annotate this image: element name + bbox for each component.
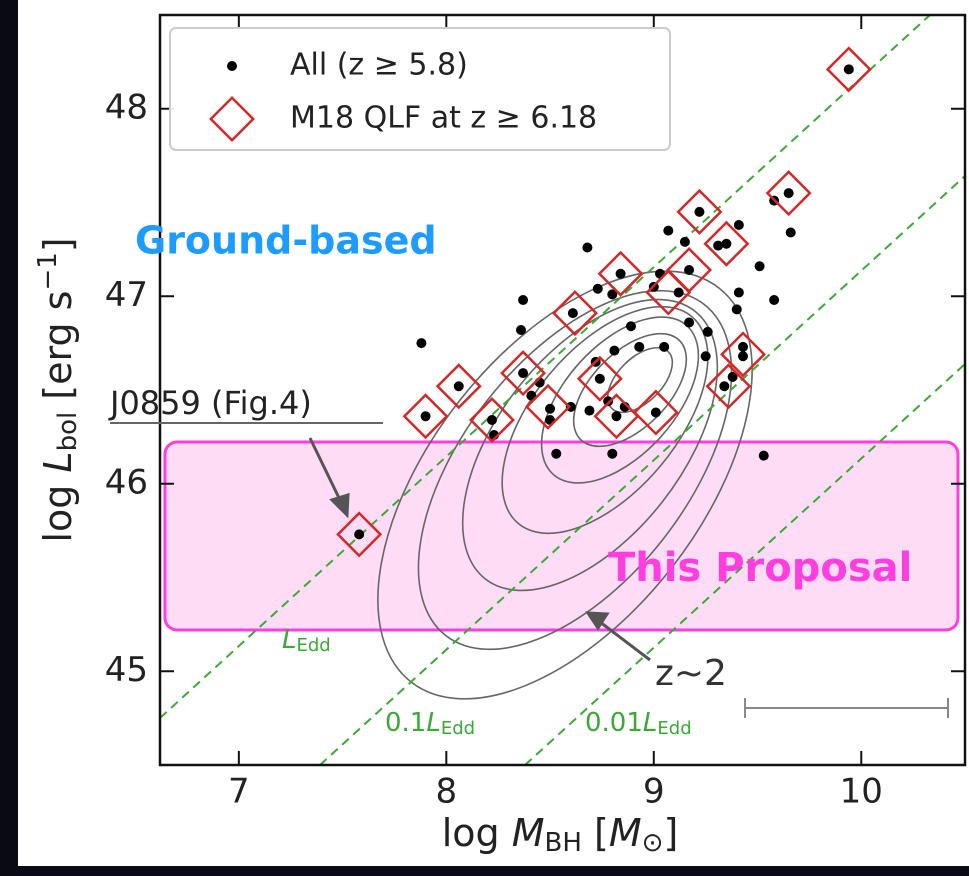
edd-label: 0.01LEdd xyxy=(585,708,692,740)
legend-marker xyxy=(209,96,255,142)
point xyxy=(783,188,794,199)
y-tick-label: 48 xyxy=(105,87,148,127)
point xyxy=(684,265,695,275)
point xyxy=(545,403,556,414)
point xyxy=(673,287,684,298)
legend-label: M18 QLF at z ≥ 6.18 xyxy=(290,101,597,136)
legend: All (z ≥ 5.8) M18 QLF at z ≥ 6.18 xyxy=(169,27,671,151)
point xyxy=(607,448,618,459)
plot-frame xyxy=(158,13,967,767)
diamond-marker xyxy=(765,170,812,217)
diamond-marker xyxy=(593,393,640,440)
point xyxy=(785,227,796,238)
point xyxy=(700,351,711,362)
diamond-marker xyxy=(402,393,449,440)
legend-box xyxy=(169,27,671,151)
point xyxy=(518,368,529,379)
diamond-marker xyxy=(645,269,692,316)
point xyxy=(738,351,749,362)
diamond-marker xyxy=(705,363,752,410)
arrows xyxy=(308,437,651,662)
point xyxy=(603,396,614,407)
annotation: J0859 (Fig.4) xyxy=(108,384,312,422)
annotation: Ground-based xyxy=(135,219,437,263)
point xyxy=(609,345,620,356)
diamond-marker xyxy=(435,363,482,410)
point xyxy=(416,338,427,349)
point xyxy=(719,381,730,392)
point xyxy=(584,405,595,416)
point xyxy=(679,236,690,247)
diamond-marker xyxy=(468,397,515,443)
y-axis-label: log Lbol [erg s−1] xyxy=(33,237,83,542)
point xyxy=(453,381,464,392)
diamond-marker xyxy=(524,383,571,430)
proposal-box xyxy=(163,440,960,632)
error-scale-bar xyxy=(744,698,949,718)
point xyxy=(702,326,713,337)
y-tick-label: 46 xyxy=(105,462,148,502)
point xyxy=(731,304,742,315)
diamond-marker xyxy=(576,355,623,402)
point xyxy=(843,64,854,75)
point xyxy=(738,341,749,352)
point xyxy=(727,371,738,382)
point xyxy=(551,448,562,459)
edd-label: 0.1LEdd xyxy=(385,708,475,740)
point xyxy=(420,411,431,422)
point xyxy=(733,220,744,230)
y-tick-label: 47 xyxy=(105,275,148,315)
diamond-marker xyxy=(551,290,598,337)
x-tick-label: 9 xyxy=(643,772,665,812)
point xyxy=(758,450,769,461)
diamond-marker xyxy=(825,46,872,93)
point xyxy=(607,289,618,300)
point xyxy=(625,321,636,332)
point xyxy=(615,268,626,279)
y-tick-label: 45 xyxy=(105,650,148,690)
point xyxy=(684,317,695,328)
point xyxy=(634,341,645,352)
x-axis-label: log MBH [M⊙] xyxy=(442,811,679,858)
eddington-lines xyxy=(159,14,966,766)
x-tick-label: 7 xyxy=(228,772,250,812)
diamond-marker xyxy=(597,250,644,297)
diamond-marker xyxy=(336,511,383,558)
legend-label: All (z ≥ 5.8) xyxy=(290,48,468,83)
point xyxy=(663,225,674,236)
point xyxy=(567,308,578,319)
legend-marker xyxy=(227,61,237,71)
diamond-marker xyxy=(676,188,723,235)
diamond-marker xyxy=(632,389,679,436)
edd-label: LEdd xyxy=(282,625,331,657)
point xyxy=(592,283,603,294)
point xyxy=(486,415,497,425)
diamond-marker xyxy=(703,220,750,267)
diamond-marker xyxy=(720,331,766,378)
point xyxy=(713,240,724,251)
annotation: z~2 xyxy=(655,653,727,694)
point xyxy=(611,411,622,422)
point xyxy=(754,261,765,272)
diamond-marker xyxy=(500,350,547,397)
point xyxy=(769,295,780,305)
x-tick-label: 10 xyxy=(840,772,883,812)
annotation: This Proposal xyxy=(608,545,912,591)
x-tick-label: 8 xyxy=(435,772,457,812)
point xyxy=(518,295,529,305)
point xyxy=(582,242,593,253)
point xyxy=(594,373,605,384)
point xyxy=(733,287,744,298)
point xyxy=(650,407,661,418)
point xyxy=(694,206,705,217)
point xyxy=(721,238,732,249)
point xyxy=(659,341,670,352)
point xyxy=(354,529,365,540)
point xyxy=(516,325,527,335)
